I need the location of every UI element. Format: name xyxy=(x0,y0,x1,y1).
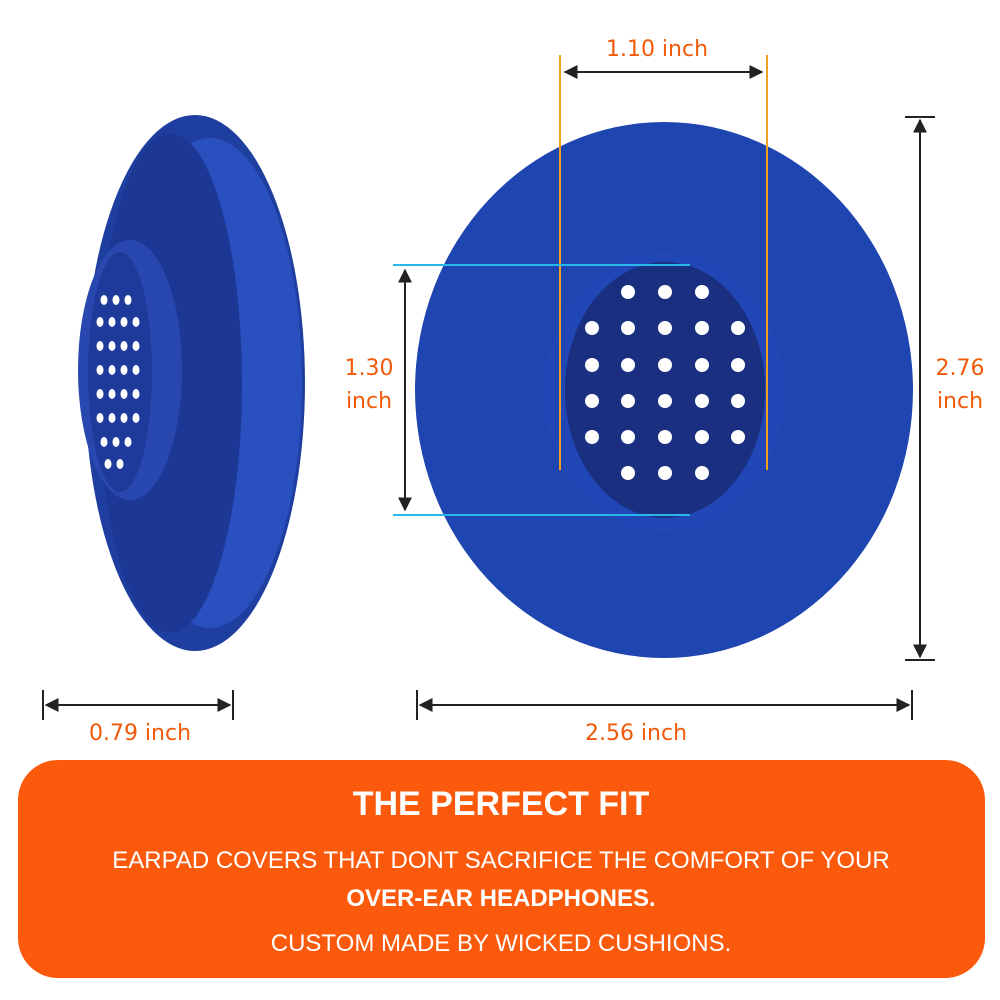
dimension-label: 0.79 inch xyxy=(89,721,191,746)
dimension-unit: inch xyxy=(346,389,392,414)
hole xyxy=(695,321,709,335)
hole xyxy=(658,358,672,372)
hole xyxy=(124,437,132,447)
dimension-label: 1.30 xyxy=(345,356,394,381)
banner-line: OVER-EAR HEADPHONES. xyxy=(346,885,655,912)
hole xyxy=(585,394,599,408)
hole xyxy=(658,430,672,444)
hole xyxy=(658,394,672,408)
hole xyxy=(658,321,672,335)
banner-line: EARPAD COVERS THAT DONT SACRIFICE THE CO… xyxy=(112,847,889,874)
hole xyxy=(621,358,635,372)
hole xyxy=(120,341,128,351)
hole xyxy=(108,413,116,423)
hole xyxy=(120,389,128,399)
hole xyxy=(695,394,709,408)
hole xyxy=(100,295,108,305)
hole xyxy=(132,365,140,375)
dimension-unit: inch xyxy=(937,389,983,414)
hole xyxy=(108,389,116,399)
hole xyxy=(695,285,709,299)
hole xyxy=(621,430,635,444)
banner xyxy=(18,760,985,978)
hole xyxy=(96,341,104,351)
side-holes xyxy=(96,295,140,469)
hole xyxy=(621,321,635,335)
hole xyxy=(116,459,124,469)
hole xyxy=(100,437,108,447)
hole xyxy=(658,466,672,480)
hole xyxy=(621,394,635,408)
hole xyxy=(120,317,128,327)
hole xyxy=(731,430,745,444)
hole xyxy=(96,365,104,375)
hole xyxy=(120,365,128,375)
dimension-label: 1.10 inch xyxy=(606,37,708,62)
hole xyxy=(132,413,140,423)
hole xyxy=(124,295,132,305)
earpad-side xyxy=(78,115,305,651)
hole xyxy=(658,285,672,299)
hole xyxy=(731,321,745,335)
banner-line: CUSTOM MADE BY WICKED CUSHIONS. xyxy=(271,930,732,957)
hole xyxy=(108,317,116,327)
hole xyxy=(120,413,128,423)
hole xyxy=(621,466,635,480)
hole xyxy=(108,365,116,375)
earpad-front xyxy=(415,122,913,658)
front-holes xyxy=(585,285,745,480)
hole xyxy=(621,285,635,299)
hole xyxy=(132,389,140,399)
hole xyxy=(112,295,120,305)
hole xyxy=(695,466,709,480)
hole xyxy=(108,341,116,351)
hole xyxy=(132,341,140,351)
dimension-label: 2.76 xyxy=(936,356,985,381)
hole xyxy=(132,317,140,327)
hole xyxy=(104,459,112,469)
hole xyxy=(96,389,104,399)
hole xyxy=(112,437,120,447)
hole xyxy=(96,317,104,327)
hole xyxy=(585,321,599,335)
hole xyxy=(731,394,745,408)
dimension-lines xyxy=(42,55,935,720)
hole xyxy=(695,358,709,372)
hole xyxy=(731,358,745,372)
hole xyxy=(585,358,599,372)
banner-title: THE PERFECT FIT xyxy=(353,785,650,823)
hole xyxy=(585,430,599,444)
dimension-label: 2.56 inch xyxy=(585,721,687,746)
hole xyxy=(96,413,104,423)
hole xyxy=(695,430,709,444)
